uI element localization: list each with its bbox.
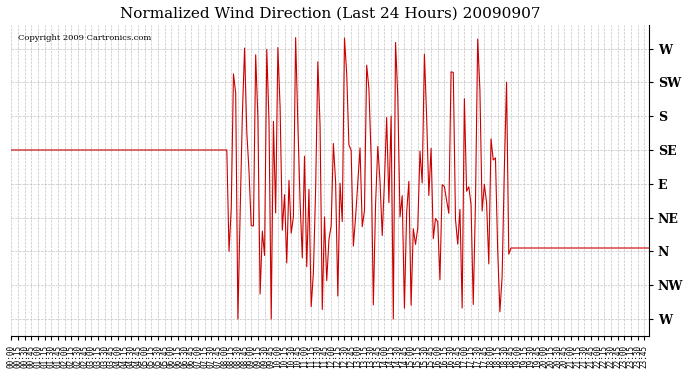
Text: Copyright 2009 Cartronics.com: Copyright 2009 Cartronics.com (18, 34, 151, 42)
Title: Normalized Wind Direction (Last 24 Hours) 20090907: Normalized Wind Direction (Last 24 Hours… (120, 7, 540, 21)
